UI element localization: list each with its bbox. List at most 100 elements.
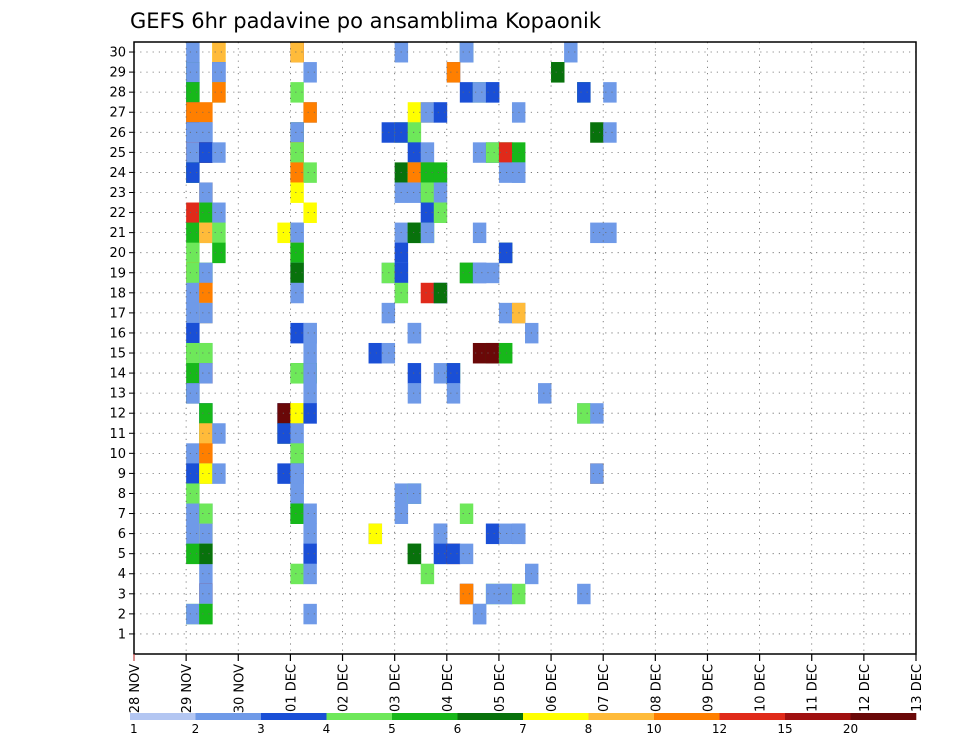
- heatmap-cell: [407, 182, 422, 203]
- colorbar-tick-label: 7: [519, 722, 527, 736]
- heatmap-cell: [199, 543, 213, 565]
- heatmap-cell: [212, 222, 226, 244]
- heatmap-cell: [303, 202, 317, 223]
- heatmap-cell: [290, 503, 304, 524]
- heatmap-cell: [433, 363, 448, 384]
- heatmap-cell: [290, 242, 304, 264]
- heatmap-cell: [186, 363, 200, 384]
- plot-frame: [133, 41, 917, 655]
- colorbar-swatch: [588, 713, 655, 720]
- heatmap-cell: [199, 563, 213, 585]
- heatmap-cell: [498, 242, 513, 264]
- heatmap-cell: [498, 583, 513, 605]
- colorbar-tick-label: 4: [323, 722, 331, 736]
- x-tick-label: 10 DEC: [754, 664, 769, 712]
- heatmap-cell: [407, 162, 422, 183]
- heatmap-cell: [186, 162, 200, 183]
- colorbar-tick-label: 3: [257, 722, 265, 736]
- heatmap-cell: [199, 342, 213, 364]
- heatmap-cell: [420, 282, 435, 304]
- heatmap-cell: [498, 162, 513, 183]
- y-tick-label: 28: [109, 86, 126, 101]
- heatmap-cell: [199, 262, 213, 284]
- heatmap-cell: [199, 443, 213, 464]
- heatmap-cell: [199, 122, 213, 143]
- x-tick-label: 07 DEC: [597, 664, 612, 712]
- grid-lines: [134, 42, 916, 654]
- heatmap-cell: [433, 162, 448, 183]
- heatmap-cell: [199, 182, 213, 203]
- y-tick-label: 3: [118, 587, 126, 602]
- x-tick-label: 06 DEC: [545, 664, 560, 712]
- heatmap-cell: [303, 62, 317, 83]
- heatmap-cell: [186, 42, 200, 63]
- heatmap-cell: [446, 383, 461, 404]
- heatmap-cell: [186, 603, 200, 625]
- heatmap-cell: [407, 383, 422, 404]
- y-tick-label: 13: [109, 387, 126, 402]
- heatmap-cell: [590, 122, 604, 143]
- heatmap-cell: [577, 403, 591, 424]
- heatmap-cell: [407, 102, 422, 123]
- heatmap-cell: [433, 523, 448, 545]
- heatmap-cell: [590, 463, 604, 484]
- heatmap-cell: [212, 142, 226, 163]
- chart-title: GEFS 6hr padavine po ansamblima Kopaonik: [130, 9, 602, 33]
- heatmap-cell: [290, 423, 304, 444]
- heatmap-cell: [199, 583, 213, 605]
- y-tick-label: 4: [118, 567, 126, 582]
- colorbar-tick-label: 1: [130, 722, 138, 736]
- colorbar-tick-label: 20: [843, 722, 858, 736]
- heatmap-cell: [212, 82, 226, 103]
- x-tick-label: 08 DEC: [649, 664, 664, 712]
- heatmap-cell: [407, 483, 422, 504]
- heatmap-cell: [212, 423, 226, 444]
- heatmap-cell: [290, 162, 304, 183]
- colorbar-tick-label: 5: [388, 722, 396, 736]
- heatmap-cell: [459, 583, 474, 605]
- heatmap-cell: [290, 483, 304, 504]
- heatmap-cell: [420, 102, 435, 123]
- heatmap-cell: [186, 523, 200, 545]
- heatmap-cell: [186, 342, 200, 364]
- heatmap-cell: [290, 122, 304, 143]
- y-tick-label: 11: [109, 427, 126, 442]
- y-tick-label: 22: [109, 206, 126, 221]
- heatmap-cell: [290, 282, 304, 304]
- heatmap-cell: [186, 383, 200, 404]
- y-tick-label: 14: [109, 367, 126, 382]
- heatmap-cell: [407, 122, 422, 143]
- heatmap-cell: [186, 222, 200, 244]
- x-tick-label: 05 DEC: [493, 664, 508, 712]
- heatmap-cell: [186, 122, 200, 143]
- x-tick-label: 03 DEC: [389, 664, 404, 712]
- heatmap-cell: [199, 423, 213, 444]
- heatmap-cell: [433, 543, 448, 565]
- y-tick-label: 16: [109, 326, 126, 341]
- heatmap-cell: [303, 403, 317, 424]
- heatmap-cell: [603, 122, 617, 143]
- y-tick-label: 24: [109, 166, 126, 181]
- heatmap-cell: [498, 523, 513, 545]
- heatmap-cell: [303, 363, 317, 384]
- y-tick-label: 8: [118, 487, 126, 502]
- heatmap-cell: [290, 563, 304, 585]
- colorbar-swatch: [326, 713, 393, 720]
- heatmap-cell: [186, 62, 200, 83]
- colorbar-tick-label: 15: [777, 722, 792, 736]
- heatmap-cell: [303, 342, 317, 364]
- y-tick-label: 9: [118, 467, 126, 482]
- heatmap-cell: [407, 222, 422, 244]
- y-tick-label: 25: [109, 146, 126, 161]
- heatmap-cell: [212, 202, 226, 223]
- y-tick-label: 27: [109, 106, 126, 121]
- heatmap-cell: [186, 102, 200, 123]
- heatmap-cell: [290, 463, 304, 484]
- heatmap-cell: [186, 483, 200, 504]
- heatmap-cell: [199, 363, 213, 384]
- heatmap-cell: [186, 503, 200, 524]
- heatmap-cell: [498, 142, 513, 163]
- x-axis-ticks: 28 NOV 29 NOV 30 NOV 01 DEC 02 DEC 03 DEC 04 D…: [128, 654, 925, 713]
- heatmap-cell: [290, 222, 304, 244]
- x-tick-label: 30 NOV: [232, 664, 247, 713]
